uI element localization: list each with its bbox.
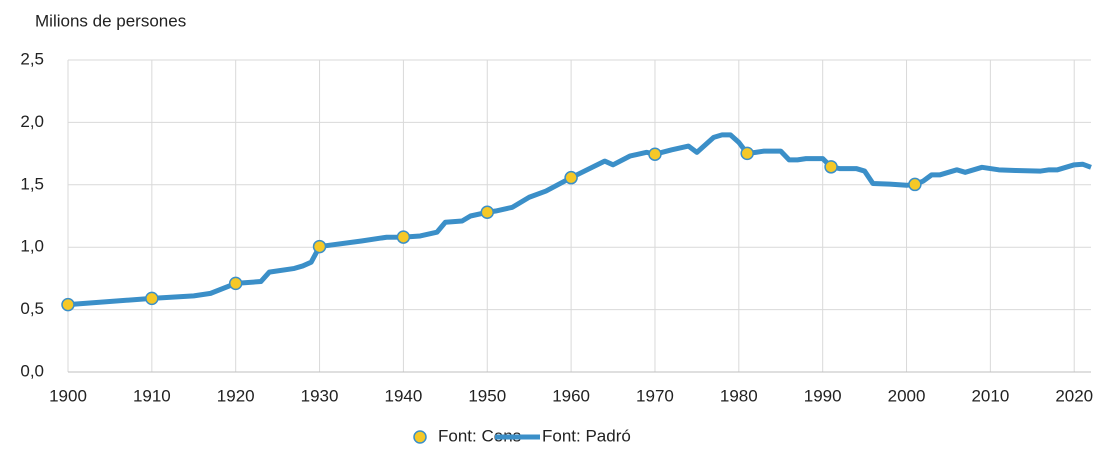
- x-tick-label: 1930: [301, 386, 339, 405]
- x-tick-label: 1980: [720, 386, 758, 405]
- x-tick-label: 1970: [636, 386, 674, 405]
- x-tick-label: 2020: [1055, 386, 1093, 405]
- legend-label: Font: Cens: [438, 426, 521, 445]
- census-point: [228, 276, 243, 291]
- legend-label: Font: Padró: [542, 426, 631, 445]
- census-point: [61, 297, 75, 312]
- census-point: [908, 177, 922, 192]
- padro-line: [67, 132, 1092, 308]
- census-point: [564, 170, 578, 185]
- x-tick-label: 1940: [384, 386, 422, 405]
- census-point: [145, 291, 159, 306]
- x-tick-label: 1910: [133, 386, 171, 405]
- x-tick-label: 2000: [888, 386, 926, 405]
- y-tick-label: 0,0: [20, 361, 44, 380]
- x-tick-label: 2010: [971, 386, 1009, 405]
- x-tick-label: 1960: [552, 386, 590, 405]
- census-point: [312, 239, 327, 254]
- y-tick-label: 2,5: [20, 49, 44, 68]
- y-axis-label: Milions de persones: [35, 11, 186, 30]
- x-tick-label: 1900: [49, 386, 87, 405]
- y-tick-label: 1,5: [20, 174, 44, 193]
- census-point: [648, 147, 662, 161]
- census-point: [740, 146, 754, 161]
- legend-marker: [413, 430, 427, 444]
- census-point: [396, 230, 411, 244]
- y-tick-label: 0,5: [20, 299, 44, 318]
- x-tick-label: 1990: [804, 386, 842, 405]
- y-tick-label: 1,0: [20, 237, 44, 256]
- census-point: [480, 205, 495, 220]
- y-tick-label: 2,0: [20, 112, 44, 131]
- x-tick-label: 1950: [468, 386, 506, 405]
- x-tick-label: 1920: [217, 386, 255, 405]
- census-point: [824, 160, 838, 174]
